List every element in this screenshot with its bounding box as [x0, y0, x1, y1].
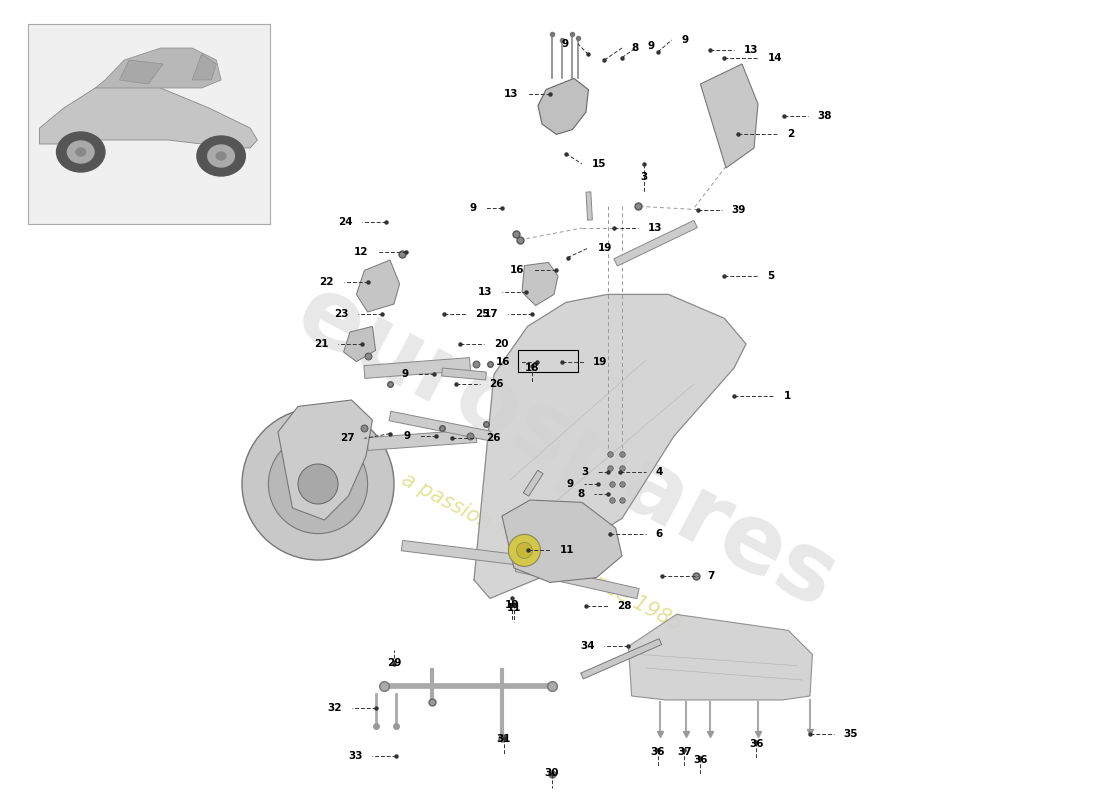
Text: a passion for parts since 1985: a passion for parts since 1985: [398, 470, 685, 634]
Text: 38: 38: [817, 111, 832, 121]
Text: 37: 37: [678, 747, 692, 757]
Text: 1: 1: [783, 391, 791, 401]
Polygon shape: [40, 80, 257, 148]
Polygon shape: [522, 262, 558, 306]
Polygon shape: [515, 562, 639, 598]
Text: eurospares: eurospares: [280, 267, 851, 629]
Polygon shape: [343, 326, 375, 362]
Polygon shape: [389, 411, 491, 441]
Text: 2: 2: [788, 130, 795, 139]
Polygon shape: [278, 400, 373, 520]
Circle shape: [242, 408, 394, 560]
Text: 33: 33: [349, 751, 363, 761]
Text: 13: 13: [504, 90, 518, 99]
Text: 17: 17: [484, 309, 498, 318]
Text: 36: 36: [749, 739, 763, 749]
Text: 3: 3: [581, 467, 589, 477]
Text: 26: 26: [490, 379, 504, 389]
Text: 28: 28: [617, 602, 631, 611]
Text: 11: 11: [507, 603, 521, 613]
Polygon shape: [367, 430, 477, 450]
Polygon shape: [502, 500, 622, 582]
Text: 39: 39: [732, 205, 746, 214]
Polygon shape: [96, 48, 221, 88]
Text: 13: 13: [648, 223, 662, 233]
Polygon shape: [441, 368, 486, 380]
Text: 12: 12: [354, 247, 368, 257]
Text: 6: 6: [656, 530, 663, 539]
Text: 9: 9: [561, 39, 569, 49]
Text: 34: 34: [580, 642, 595, 651]
Text: 9: 9: [404, 431, 410, 441]
Text: 16: 16: [510, 266, 525, 275]
Polygon shape: [701, 64, 758, 168]
Text: 10: 10: [504, 600, 519, 610]
Text: 25: 25: [475, 309, 491, 318]
Text: 23: 23: [334, 309, 349, 318]
Text: 26: 26: [486, 434, 500, 443]
Text: 3: 3: [641, 172, 648, 182]
Text: 9: 9: [681, 35, 689, 45]
Polygon shape: [581, 638, 662, 679]
Text: 9: 9: [566, 479, 574, 489]
Text: 15: 15: [592, 159, 606, 169]
Polygon shape: [474, 294, 746, 598]
Text: 11: 11: [560, 546, 574, 555]
Text: 32: 32: [328, 703, 342, 713]
Polygon shape: [192, 54, 217, 80]
Text: 19: 19: [593, 357, 607, 366]
Polygon shape: [402, 541, 520, 565]
Polygon shape: [628, 614, 813, 700]
Text: 9: 9: [648, 42, 654, 51]
Text: 9: 9: [470, 203, 476, 213]
Circle shape: [268, 434, 367, 534]
Circle shape: [208, 145, 234, 167]
Text: 21: 21: [314, 339, 329, 349]
Circle shape: [76, 148, 86, 156]
Text: 8: 8: [631, 43, 639, 53]
Polygon shape: [524, 470, 543, 496]
Text: 35: 35: [844, 730, 858, 739]
Circle shape: [56, 132, 104, 172]
Text: 16: 16: [495, 357, 510, 366]
Polygon shape: [614, 220, 697, 266]
Polygon shape: [586, 192, 593, 220]
Text: 9: 9: [402, 370, 408, 379]
Text: 36: 36: [693, 755, 707, 765]
Polygon shape: [364, 358, 471, 378]
Text: 7: 7: [707, 571, 715, 581]
Circle shape: [516, 542, 532, 558]
Text: 24: 24: [338, 218, 352, 227]
Text: 27: 27: [340, 434, 355, 443]
Text: 14: 14: [768, 53, 782, 62]
Text: 8: 8: [578, 490, 584, 499]
Circle shape: [298, 464, 338, 504]
Polygon shape: [356, 260, 399, 312]
Bar: [518, 350, 578, 372]
Polygon shape: [538, 78, 588, 134]
Polygon shape: [120, 60, 163, 84]
Circle shape: [217, 152, 226, 160]
Text: 36: 36: [651, 747, 666, 757]
Text: 5: 5: [768, 271, 774, 281]
Text: 4: 4: [656, 467, 663, 477]
Text: 19: 19: [598, 243, 613, 253]
Text: 30: 30: [544, 768, 559, 778]
Circle shape: [508, 534, 540, 566]
Text: 20: 20: [494, 339, 508, 349]
Text: 13: 13: [477, 287, 493, 297]
Text: 29: 29: [387, 658, 402, 667]
Text: 13: 13: [744, 45, 758, 54]
Text: 31: 31: [496, 734, 510, 744]
Circle shape: [197, 136, 245, 176]
Circle shape: [67, 141, 95, 163]
Text: 22: 22: [319, 277, 334, 286]
Text: 18: 18: [525, 362, 540, 373]
